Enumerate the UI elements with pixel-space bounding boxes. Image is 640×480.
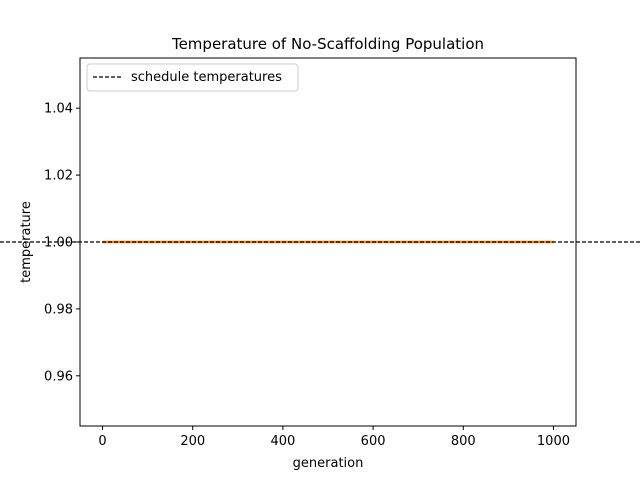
legend-box <box>86 63 299 92</box>
legend: schedule temperatures <box>86 63 299 92</box>
y-tick-label: 1.04 <box>44 102 73 117</box>
y-tick-label: 1.00 <box>44 236 73 251</box>
chart-title: Temperature of No-Scaffolding Population <box>171 35 484 53</box>
y-tick-label: 0.96 <box>44 369 73 384</box>
x-tick-label: 200 <box>180 434 205 449</box>
x-tick-label: 0 <box>98 434 106 449</box>
x-tick-label: 1000 <box>537 434 570 449</box>
y-axis-label: temperature <box>19 201 34 283</box>
x-tick-label: 800 <box>451 434 476 449</box>
x-axis: 0 200 400 600 800 1000 <box>98 426 570 449</box>
legend-label-schedule-temperatures: schedule temperatures <box>131 70 282 85</box>
y-tick-label: 0.98 <box>44 302 73 317</box>
y-tick-label: 1.02 <box>44 169 73 184</box>
x-tick-label: 600 <box>361 434 386 449</box>
x-axis-label: generation <box>293 456 364 471</box>
y-axis: 0.96 0.98 1.00 1.02 1.04 <box>44 102 80 384</box>
x-tick-label: 400 <box>270 434 295 449</box>
